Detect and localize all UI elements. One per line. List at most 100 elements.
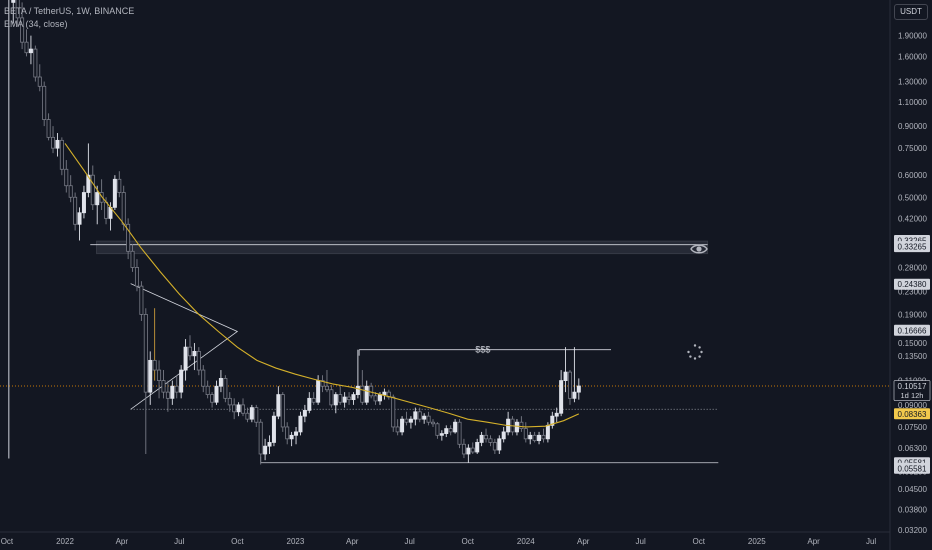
candle — [77, 207, 82, 241]
candle-body — [426, 415, 431, 423]
currency-button[interactable]: USDT — [894, 4, 928, 20]
candle-body — [559, 380, 564, 414]
candle-body — [488, 438, 493, 443]
candle-body — [289, 434, 294, 440]
candle — [59, 137, 64, 176]
price-label-box — [894, 462, 930, 474]
candle — [15, 0, 20, 27]
candle — [360, 370, 365, 405]
time-tick-label: Oct — [461, 537, 474, 546]
price-label-box — [894, 324, 930, 336]
candle — [37, 64, 42, 92]
candle — [55, 133, 60, 157]
candle — [444, 425, 449, 438]
time-tick-label: Jul — [405, 537, 415, 546]
price-label-box — [894, 278, 930, 290]
candle — [201, 365, 206, 393]
candle — [479, 431, 484, 447]
price-tick-label: 0.04500 — [898, 485, 927, 494]
candle-body — [86, 174, 91, 193]
price-tick-label: 1.60000 — [898, 52, 927, 61]
price-label-text: 0.10517 — [898, 382, 927, 391]
candle-body — [285, 426, 290, 440]
candle-body — [20, 17, 25, 43]
candle — [130, 243, 135, 272]
candle — [280, 392, 285, 432]
ema-line — [64, 143, 580, 428]
candle-body — [320, 380, 325, 387]
candle — [333, 392, 338, 414]
candle — [320, 375, 325, 393]
price-tick-label: 0.09000 — [898, 401, 927, 410]
candle — [143, 308, 148, 454]
candle — [572, 347, 577, 403]
candle — [382, 388, 387, 400]
candle — [470, 442, 475, 454]
candle-body — [46, 119, 51, 138]
candle — [475, 438, 480, 454]
price-tick-label: 0.23000 — [898, 287, 927, 296]
candle-body — [280, 394, 285, 428]
candle — [426, 411, 431, 426]
price-label-text: 0.24380 — [898, 280, 927, 289]
candle-body — [205, 385, 210, 395]
candle-body — [258, 421, 263, 455]
candle — [170, 380, 175, 405]
candle-body — [42, 85, 47, 120]
candle-body — [382, 391, 387, 395]
candle-body — [254, 407, 259, 423]
candle-body — [104, 201, 109, 219]
candle-body — [143, 314, 148, 393]
price-tick-label: 0.75000 — [898, 144, 927, 153]
candle-body — [572, 391, 577, 399]
candle — [364, 380, 369, 405]
countdown-label: 1d 12h — [901, 391, 924, 400]
candle-body — [73, 196, 78, 225]
candle — [404, 411, 409, 426]
candle — [541, 428, 546, 443]
price-label-text: 0.05581 — [898, 464, 927, 473]
price-tick-label: 0.42000 — [898, 214, 927, 223]
candle-body — [484, 434, 489, 440]
candle — [192, 343, 197, 371]
candle-body — [15, 0, 20, 19]
candle-body — [413, 411, 418, 420]
candle-body — [311, 397, 316, 403]
candle — [422, 413, 427, 424]
candle — [267, 435, 272, 454]
candle-body — [576, 385, 581, 393]
candle-body — [51, 136, 56, 149]
candle — [73, 192, 78, 231]
candle-body — [324, 385, 329, 391]
candle-body — [537, 434, 542, 442]
candle-body — [391, 396, 396, 428]
price-label-text: 0.33265 — [898, 236, 927, 245]
candle — [285, 422, 290, 445]
time-tick-label: Jul — [174, 537, 184, 546]
candle — [174, 375, 179, 399]
time-tick-label: 2025 — [748, 537, 766, 546]
price-label-box: 0.16666 — [894, 324, 930, 336]
candle — [497, 435, 502, 454]
candle-body — [514, 421, 519, 433]
eye-icon[interactable] — [690, 242, 708, 256]
candle-body — [148, 359, 153, 393]
candle — [276, 386, 281, 420]
candle-body — [77, 212, 82, 225]
candle — [126, 218, 131, 260]
candle-body — [170, 385, 175, 399]
candle — [258, 419, 263, 465]
candle-body — [528, 434, 533, 440]
candle — [559, 370, 564, 417]
candle-body — [152, 359, 157, 371]
candle-body — [192, 350, 197, 357]
candle — [532, 431, 537, 443]
candle-body — [157, 369, 162, 381]
candle — [431, 419, 436, 427]
price-tick-label: 0.03800 — [898, 505, 927, 514]
candle — [355, 349, 360, 399]
candle-body — [276, 394, 281, 417]
candle-body — [201, 369, 206, 387]
